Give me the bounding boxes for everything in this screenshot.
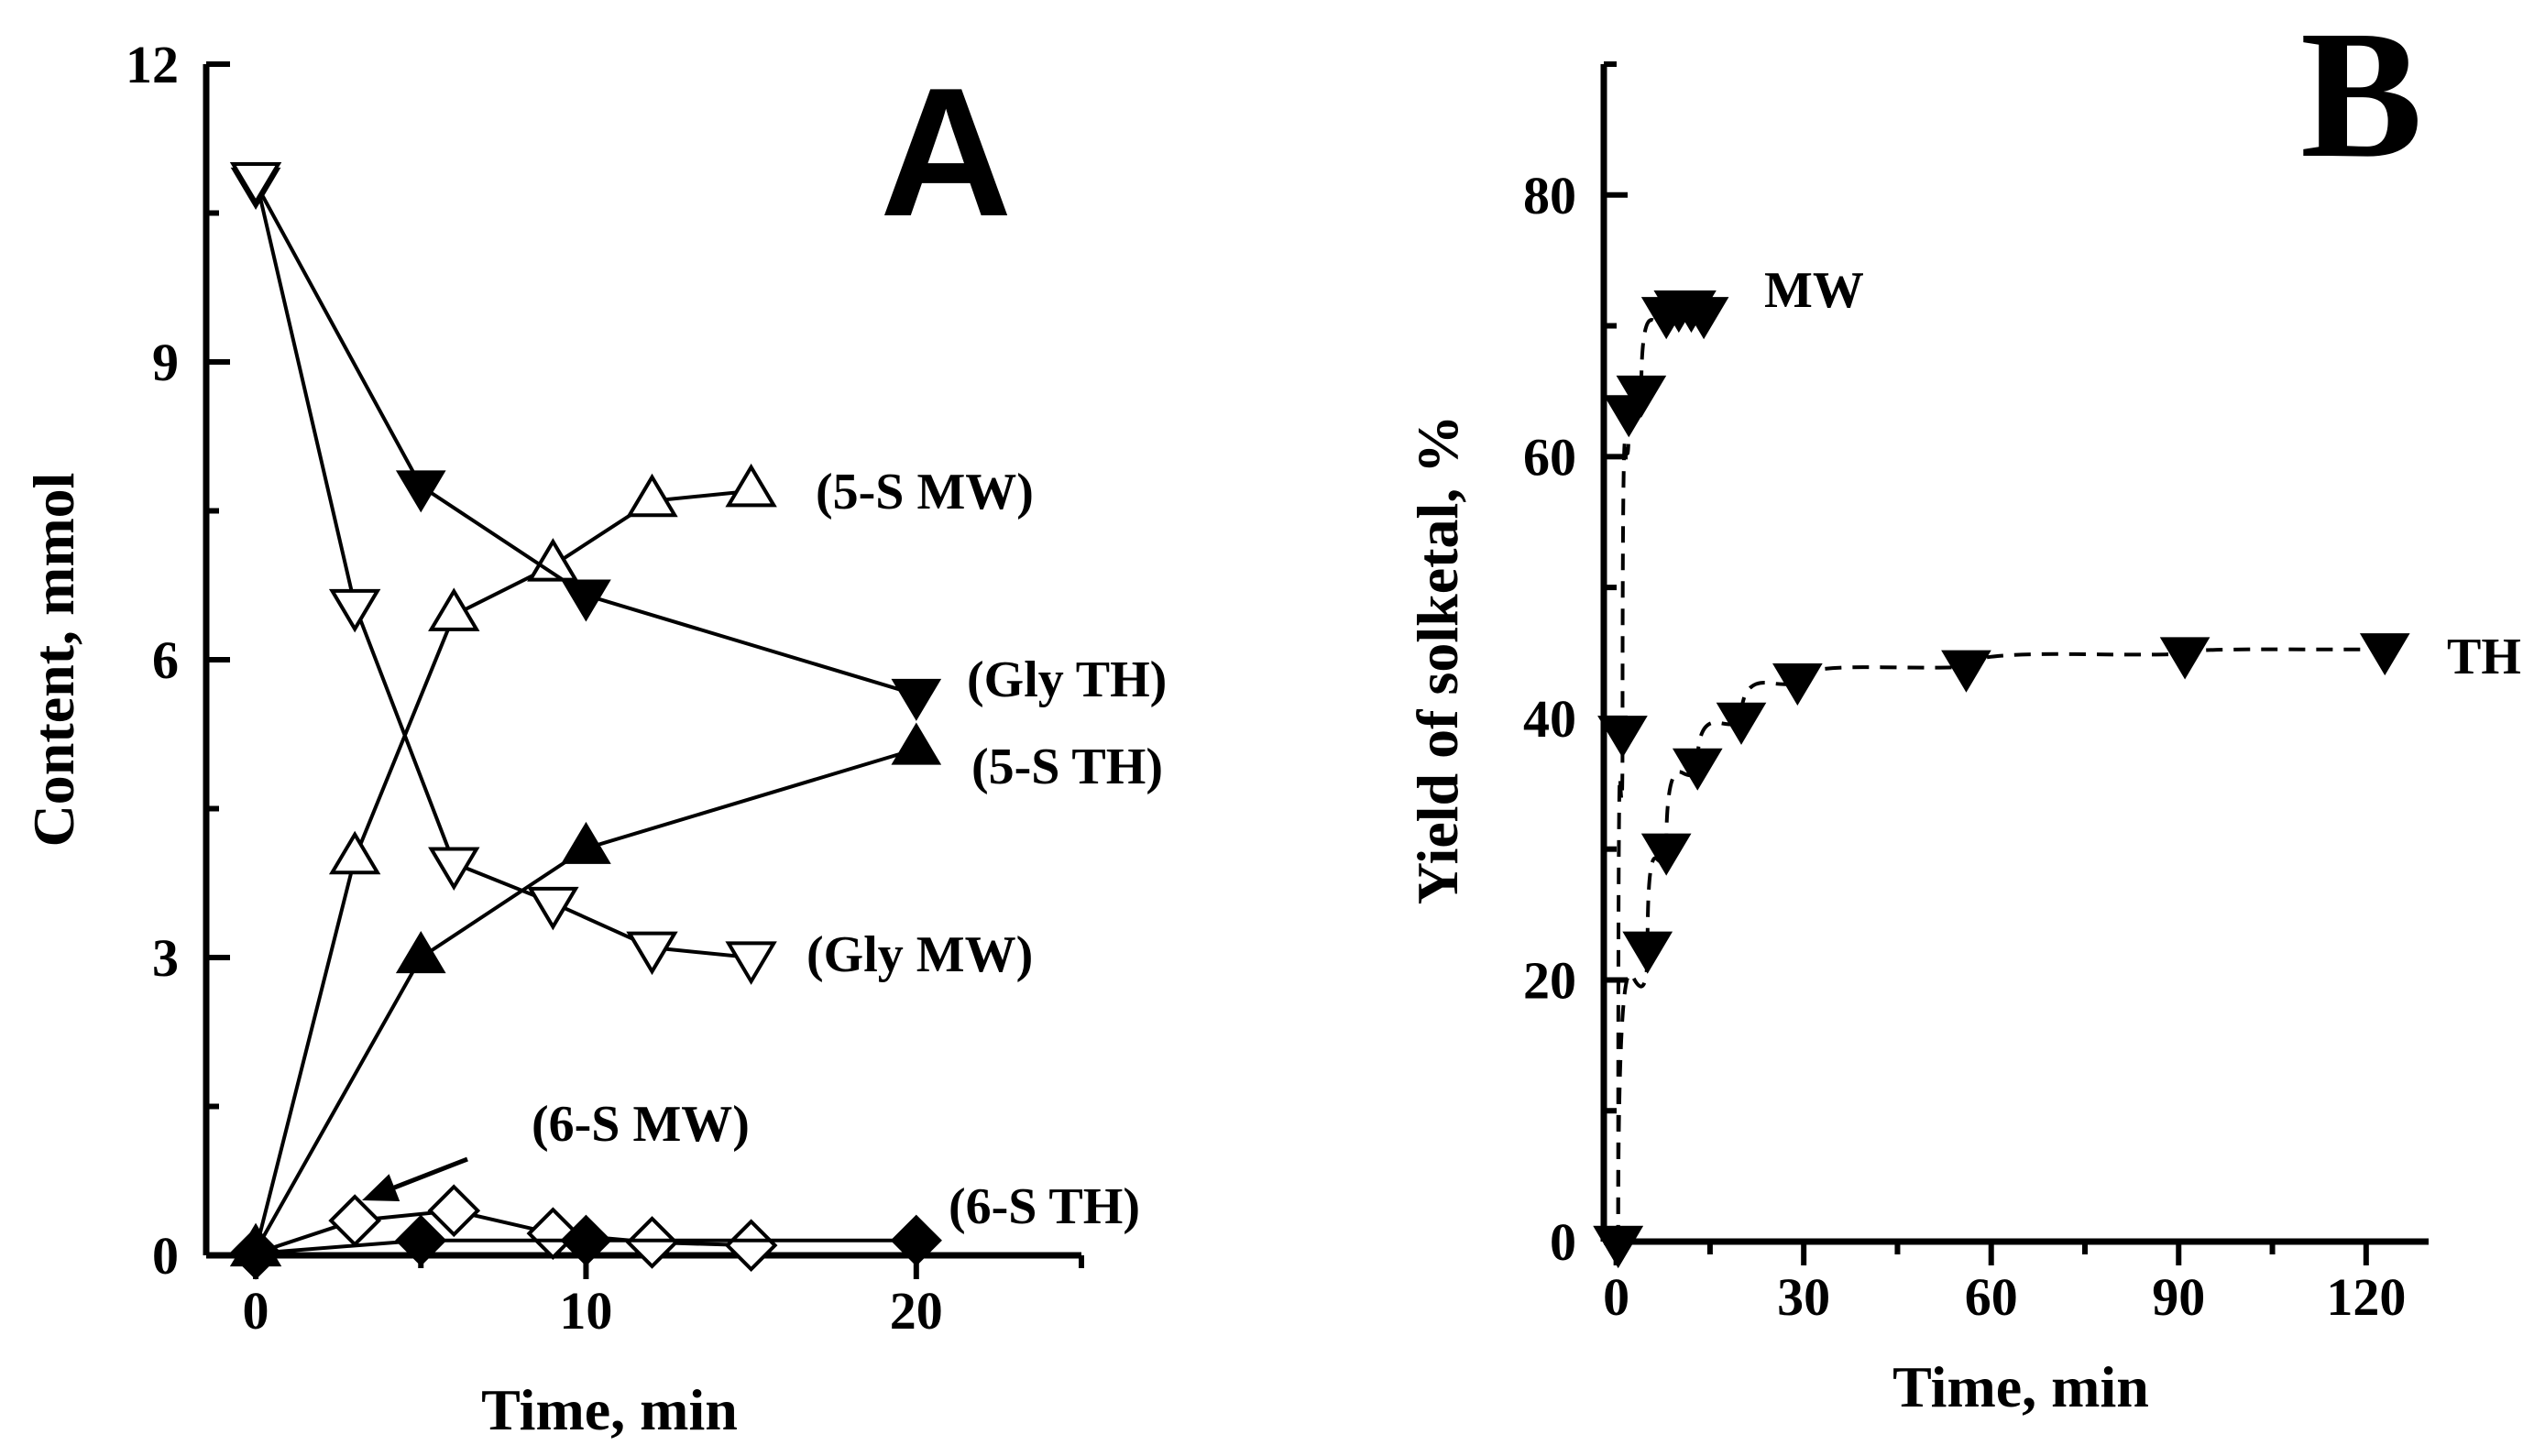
- panel-a-point-5-s-mw: [626, 473, 678, 518]
- panel-a-point-gly-mw: [626, 931, 678, 976]
- panel-a-point-6-s-mw: [724, 1219, 778, 1272]
- panel-a-point-5-s-th: [561, 821, 611, 864]
- panel-b-fit-line-th: [1616, 647, 2387, 1243]
- panel-a-point-5-s-mw: [428, 587, 480, 631]
- panel-a-point-6-s-th: [395, 1214, 447, 1266]
- panel-a-series-6-s-mw: [229, 1184, 778, 1280]
- panel-a-annotation-arrow: [362, 1156, 468, 1202]
- panel-b-point-th: [2359, 633, 2410, 676]
- panel-a-series-5-s-mw: [229, 463, 777, 1267]
- panel-a-series-line-6-s-th: [255, 1238, 916, 1255]
- panel-a-point-6-s-mw: [625, 1216, 679, 1269]
- panel-a-point-5-s-th: [891, 722, 942, 765]
- panel-b-series-label-mw: MW: [1764, 262, 1864, 319]
- panel-b-y-tick-label: 40: [1523, 689, 1576, 749]
- panel-a-point-5-s-mw: [725, 463, 777, 508]
- panel-a-series-gly-mw: [229, 161, 777, 985]
- panel-a-point-gly-mw: [725, 941, 777, 985]
- panel-b-x-axis-title: Time, min: [1892, 1354, 2149, 1419]
- panel-b-x-tick-label: 90: [2152, 1267, 2205, 1327]
- panel-b-point-th: [1941, 650, 1991, 693]
- panel-b-point-mw: [1678, 297, 1729, 340]
- panel-b-x-tick-label: 0: [1603, 1267, 1629, 1327]
- panel-a-series-label-gly-th: (Gly TH): [967, 651, 1167, 708]
- panel-b-series-label-th: TH: [2447, 629, 2521, 685]
- panel-a-point-gly-th: [395, 470, 446, 513]
- panel-b-point-th: [2159, 637, 2210, 680]
- panel-a-point-5-s-mw: [328, 830, 381, 875]
- panel-b-point-th: [1622, 931, 1673, 974]
- panel-a-series-label-6-s-th: (6-S TH): [949, 1178, 1140, 1235]
- panel-a-series-label-5-s-mw: (5-S MW): [816, 464, 1034, 520]
- panel-a-series-label-5-s-th: (5-S TH): [971, 739, 1163, 795]
- panel-b-series-mw: [1593, 290, 1729, 1268]
- panel-a-point-gly-mw: [527, 886, 579, 931]
- panel-b-x-tick-label: 120: [2326, 1267, 2406, 1327]
- panel-a-point-gly-mw: [328, 588, 381, 633]
- panel-a-point-gly-th: [561, 579, 611, 622]
- panel-b-y-tick-label: 60: [1523, 427, 1576, 487]
- panel-b-y-tick-label: 80: [1523, 166, 1576, 225]
- panel-b-point-mw: [1597, 716, 1648, 759]
- panel-b-point-th: [1772, 662, 1823, 706]
- panel-a-series-5-s-th: [230, 722, 942, 1266]
- panel-a-point-6-s-mw: [526, 1207, 580, 1260]
- panel-a-y-tick-label: 6: [152, 630, 179, 690]
- panel-b: 0 20 40 60 80 0 30 60 90 120 Time, min Yield of sol…: [1405, 61, 2521, 1419]
- panel-b-point-th: [1716, 702, 1767, 745]
- panel-a-series-gly-th: [230, 167, 942, 721]
- panel-b-x-tick-label: 60: [1965, 1267, 2018, 1327]
- panel-a-y-tick-label: 9: [152, 333, 179, 392]
- panel-a-x-tick-label: 10: [559, 1281, 612, 1341]
- panel-b-point-th: [1672, 748, 1723, 791]
- panel-b-y-axis-title: Yield of solketal, %: [1405, 415, 1470, 905]
- panel-a-point-6-s-mw: [328, 1194, 381, 1247]
- panel-a-point-5-s-mw: [527, 538, 579, 582]
- panel-a-point-gly-mw: [229, 161, 282, 206]
- panel-a-y-tick-label: 0: [152, 1226, 179, 1286]
- panel-a-series-line-5-s-mw: [254, 488, 751, 1252]
- panel-b-point-mw: [1616, 375, 1667, 418]
- panel-a-point-6-s-mw: [427, 1184, 481, 1238]
- panel-b-point-th: [1640, 833, 1692, 876]
- panel-a-x-tick-label: 20: [890, 1281, 943, 1341]
- panel-a-x-tick-label: 0: [243, 1281, 269, 1341]
- panel-a-point-6-s-th: [560, 1214, 612, 1266]
- panel-a-point-6-s-th: [890, 1214, 942, 1266]
- panel-a-series-line-5-s-th: [254, 747, 917, 1252]
- panel-a-point-gly-mw: [428, 847, 480, 892]
- panel-a-x-axis-title: Time, min: [481, 1377, 738, 1442]
- panel-b-y-tick-label: 0: [1550, 1212, 1576, 1272]
- panel-letter-a: A: [880, 50, 1012, 255]
- panel-a-series-label-6-s-mw: (6-S MW): [532, 1096, 750, 1153]
- panel-a-series-line-gly-mw: [254, 178, 751, 959]
- panel-a-y-axis-title: Content, mmol: [21, 473, 86, 848]
- panel-a-series-6-s-th: [229, 1214, 942, 1279]
- panel-b-point-th: [1593, 1225, 1644, 1268]
- panel-a-point-gly-th: [891, 678, 942, 721]
- panel-a: 0 3 6 9 12 0 10 20 Time, min Content, mmol (5-S MW…: [21, 35, 1167, 1442]
- panel-a-series-line-gly-th: [254, 182, 917, 696]
- panel-a-point-5-s-th: [395, 931, 446, 974]
- panel-b-y-tick-label: 20: [1523, 950, 1576, 1010]
- panel-b-x-tick-label: 30: [1777, 1267, 1830, 1327]
- panel-a-series-label-gly-mw: (Gly MW): [806, 926, 1033, 983]
- panel-a-y-tick-label: 3: [152, 928, 179, 988]
- panel-b-series-th: [1593, 633, 2410, 1268]
- panel-a-y-tick-label: 12: [126, 35, 179, 94]
- panel-letter-b: B: [2300, 0, 2422, 196]
- panel-a-point-6-s-th: [229, 1227, 282, 1279]
